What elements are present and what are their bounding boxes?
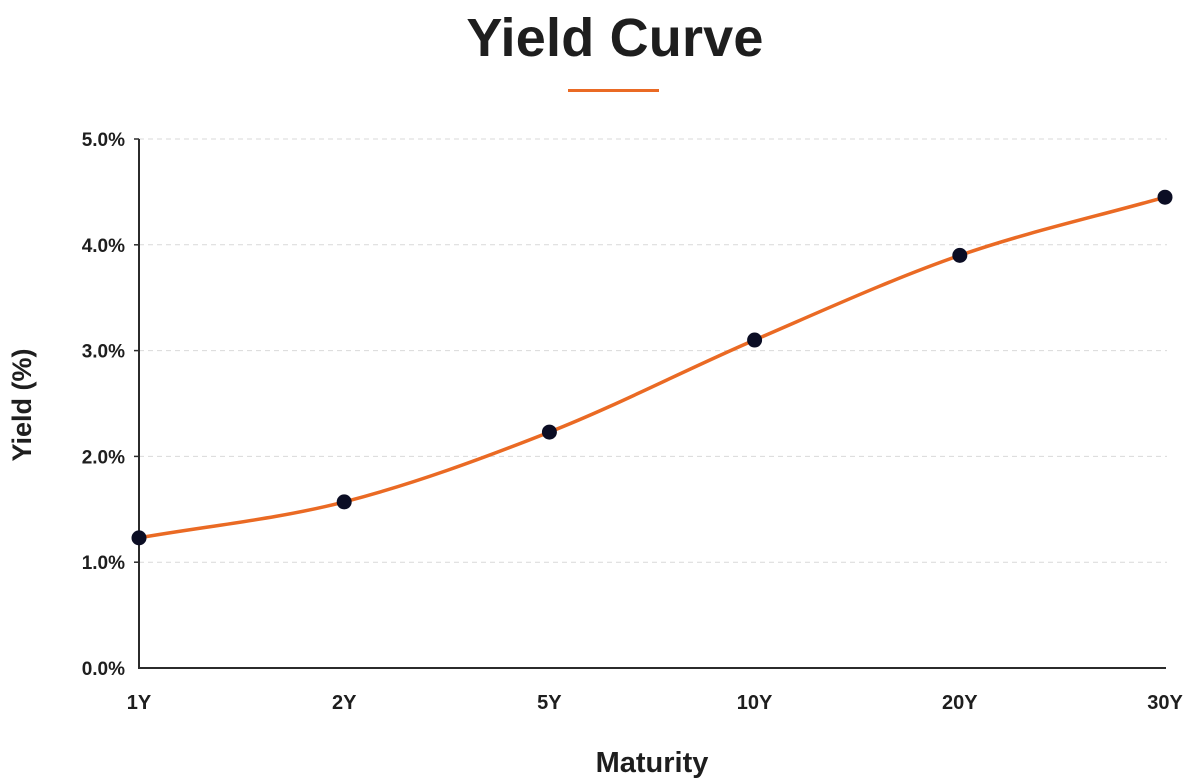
- data-point-10y: [747, 332, 763, 348]
- y-tick-label: 5.0%: [82, 130, 125, 151]
- x-tick-labels: 1Y 2Y 5Y 10Y 20Y 30Y: [127, 692, 1184, 714]
- y-tick-label: 2.0%: [82, 447, 125, 468]
- x-tick-label: 20Y: [942, 692, 978, 714]
- y-axis-label: Yield (%): [7, 348, 37, 461]
- data-point-30y: [1157, 189, 1173, 205]
- data-point-20y: [952, 247, 968, 263]
- x-axis-label: Maturity: [596, 747, 709, 779]
- series: [137, 195, 1167, 540]
- data-point-2y: [336, 494, 352, 510]
- axes: [138, 139, 1166, 669]
- title-underline: [568, 89, 659, 92]
- data-points: [131, 189, 1173, 546]
- y-tick-label: 3.0%: [82, 342, 125, 363]
- x-tick-label: 10Y: [737, 692, 773, 714]
- y-tick-labels: 0.0% 1.0% 2.0% 3.0% 4.0% 5.0%: [82, 130, 125, 680]
- x-tick-label: 5Y: [537, 692, 562, 714]
- y-tick-label: 4.0%: [82, 236, 125, 257]
- y-tick-label: 1.0%: [82, 553, 125, 574]
- x-tick-label: 2Y: [332, 692, 357, 714]
- x-tick-label: 1Y: [127, 692, 152, 714]
- data-point-5y: [541, 424, 557, 440]
- x-tick-label: 30Y: [1147, 692, 1183, 714]
- y-tick-label: 0.0%: [82, 659, 125, 680]
- series-line: [137, 195, 1167, 540]
- grid-lines: [134, 138, 1167, 563]
- data-point-1y: [131, 530, 147, 546]
- chart-title: Yield Curve: [466, 8, 764, 68]
